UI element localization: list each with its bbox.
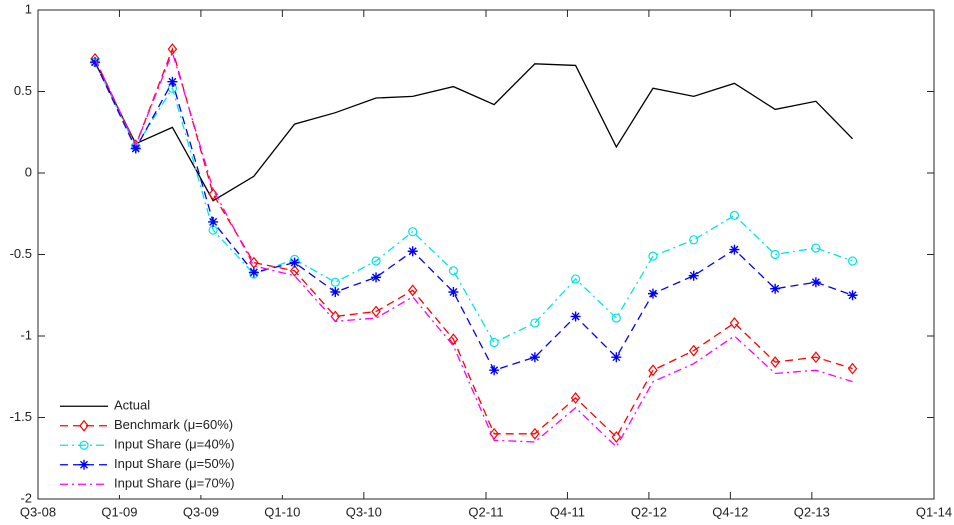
legend-label: Input Share (μ=50%) xyxy=(114,456,235,471)
marker xyxy=(167,76,178,87)
x-tick-label: Q2-11 xyxy=(468,504,503,519)
marker xyxy=(647,288,658,299)
marker xyxy=(489,365,500,376)
marker xyxy=(570,274,581,284)
marker xyxy=(729,244,740,255)
marker xyxy=(330,286,341,297)
legend-label: Input Share (μ=70%) xyxy=(114,476,235,491)
marker xyxy=(530,427,540,440)
x-tick-label: Q2-12 xyxy=(631,504,667,519)
marker xyxy=(530,318,540,328)
x-tick-label: Q1-14 xyxy=(916,504,952,519)
x-tick-label: Q1-10 xyxy=(264,504,300,519)
series-line xyxy=(94,47,853,439)
marker xyxy=(408,227,418,237)
marker xyxy=(847,256,858,266)
marker xyxy=(847,290,858,301)
y-tick-label: -1 xyxy=(20,327,32,342)
marker xyxy=(688,344,699,357)
legend-box xyxy=(56,391,288,495)
marker xyxy=(689,235,699,245)
marker xyxy=(90,57,101,68)
marker xyxy=(570,311,581,322)
series-line xyxy=(94,50,853,448)
series-line xyxy=(94,61,854,202)
marker xyxy=(407,246,418,257)
marker xyxy=(770,356,780,369)
marker xyxy=(611,431,622,444)
x-tick-label: Q4-12 xyxy=(712,504,748,519)
y-tick-label: 0 xyxy=(25,164,32,179)
y-tick-label: -0.5 xyxy=(10,246,32,261)
marker xyxy=(79,459,89,470)
marker xyxy=(729,316,740,329)
marker xyxy=(810,277,821,288)
x-tick-label: Q3-09 xyxy=(183,504,219,519)
marker xyxy=(371,305,381,318)
marker xyxy=(208,216,219,227)
legend-label: Benchmark (μ=60%) xyxy=(114,417,233,432)
marker xyxy=(208,188,218,201)
marker xyxy=(489,337,499,348)
marker xyxy=(289,257,300,268)
marker xyxy=(611,352,622,363)
marker xyxy=(79,419,89,432)
marker xyxy=(770,283,781,294)
marker xyxy=(770,249,780,260)
series-line xyxy=(94,61,853,344)
marker xyxy=(611,313,621,323)
y-tick-label: 1 xyxy=(25,1,32,16)
x-tick-label: Q1-09 xyxy=(101,504,137,519)
marker xyxy=(688,270,699,281)
marker xyxy=(130,143,141,154)
marker xyxy=(448,266,459,276)
marker xyxy=(729,210,740,220)
x-tick-label: Q3-10 xyxy=(346,504,382,519)
marker xyxy=(289,264,300,277)
marker xyxy=(407,284,418,297)
x-tick-label: Q2-13 xyxy=(794,504,830,519)
marker xyxy=(811,243,821,253)
marker xyxy=(847,362,858,375)
marker xyxy=(448,333,459,346)
x-tick-label: Q3-08 xyxy=(20,504,56,519)
legend-label: Actual xyxy=(114,398,150,413)
y-tick-label: -1.5 xyxy=(10,409,32,424)
marker xyxy=(811,351,821,364)
marker xyxy=(529,352,540,363)
x-tick-label: Q4-11 xyxy=(550,504,585,519)
series-line xyxy=(94,61,853,372)
legend-label: Input Share (μ=40%) xyxy=(114,437,235,452)
marker xyxy=(79,440,89,450)
y-tick-label: -2 xyxy=(20,490,32,505)
marker xyxy=(371,256,381,266)
marker xyxy=(248,267,259,278)
marker xyxy=(570,391,581,404)
marker xyxy=(648,251,658,261)
y-tick-label: 0.5 xyxy=(14,83,32,98)
marker xyxy=(648,364,658,377)
marker xyxy=(371,272,382,283)
marker xyxy=(448,286,459,297)
marker xyxy=(330,277,340,287)
